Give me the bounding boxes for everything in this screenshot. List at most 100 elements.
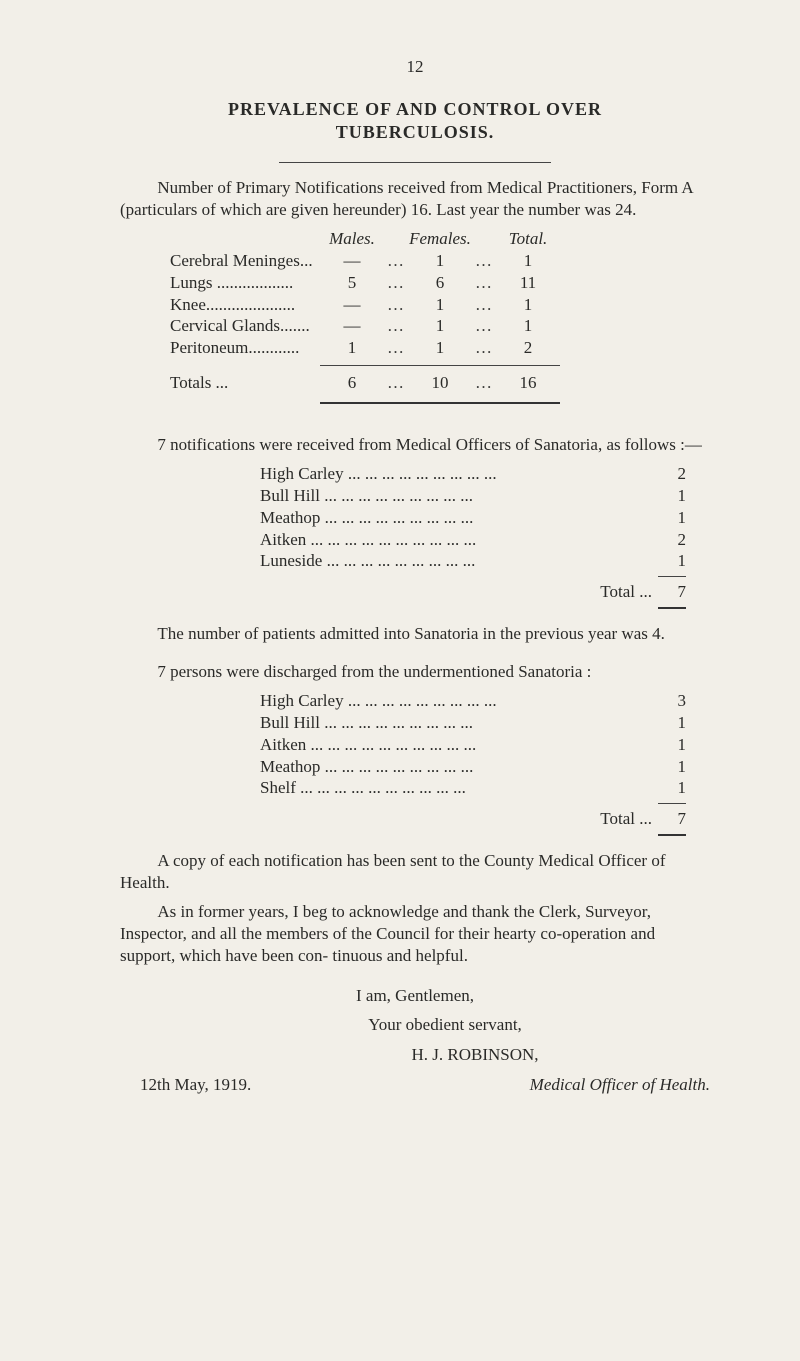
signer-name: H. J. ROBINSON, [120, 1044, 710, 1066]
discharged-list: High Carley ... ... ... ... ... ... ... … [120, 690, 710, 836]
totals-females: 10 [408, 372, 472, 394]
cell-total: 11 [496, 272, 560, 294]
table-row: Lungs .................. 5 … 6 … 11 [120, 272, 710, 294]
table-bottom-rule [120, 394, 710, 418]
discharged-intro: 7 persons were discharged from the under… [120, 661, 710, 683]
list-label: High Carley ... ... ... ... ... ... ... … [120, 463, 670, 485]
cell-total: 1 [496, 294, 560, 316]
row-label: Lungs .................. [120, 272, 320, 294]
cell-dots: … [384, 250, 408, 272]
col-total: Total. [496, 228, 560, 250]
closing-iam: I am, Gentlemen, [120, 985, 710, 1007]
cell-dots: … [472, 272, 496, 294]
sanatoria-received-block: 7 notifications were received from Medic… [120, 434, 710, 609]
list-label: Meathop ... ... ... ... ... ... ... ... … [120, 756, 670, 778]
list-rule [658, 803, 686, 804]
intro-paragraph: Number of Primary Notifications received… [120, 177, 710, 221]
list-value: 1 [670, 734, 710, 756]
list-item: Meathop ... ... ... ... ... ... ... ... … [120, 507, 710, 529]
cell-total: 1 [496, 250, 560, 272]
cell-dots: … [384, 294, 408, 316]
list-item: High Carley ... ... ... ... ... ... ... … [120, 690, 710, 712]
list-label: Meathop ... ... ... ... ... ... ... ... … [120, 507, 670, 529]
list-value: 1 [670, 712, 710, 734]
cell-males: 5 [320, 272, 384, 294]
list-label: Bull Hill ... ... ... ... ... ... ... ..… [120, 712, 670, 734]
list-item: Aitken ... ... ... ... ... ... ... ... .… [120, 734, 710, 756]
table-totals: Totals ... 6 … 10 … 16 [120, 372, 710, 394]
heading-rule [279, 162, 550, 163]
list-item: Shelf ... ... ... ... ... ... ... ... ..… [120, 777, 710, 799]
table-row: Peritoneum............ 1 … 1 … 2 [120, 337, 710, 359]
list-total: Total ... 7 [120, 808, 710, 830]
cell-total: 2 [496, 337, 560, 359]
document-page: 12 PREVALENCE OF AND CONTROL OVER TUBERC… [0, 0, 800, 1361]
table-inner-rule [120, 359, 710, 372]
list-rule [658, 576, 686, 577]
signer-role: Medical Officer of Health. [415, 1074, 710, 1096]
list-item: Bull Hill ... ... ... ... ... ... ... ..… [120, 485, 710, 507]
table-header: Males. Females. Total. [120, 228, 710, 250]
sanatoria-received-list: High Carley ... ... ... ... ... ... ... … [120, 463, 710, 609]
row-label: Knee..................... [120, 294, 320, 316]
cell-females: 1 [408, 315, 472, 337]
list-value: 1 [670, 485, 710, 507]
list-rule-heavy [658, 607, 686, 609]
heading-line-1: PREVALENCE OF AND CONTROL OVER [120, 98, 710, 121]
totals-label: Totals ... [120, 372, 320, 394]
totals-total: 16 [496, 372, 560, 394]
heading-line-2: TUBERCULOSIS. [120, 121, 710, 144]
cell-males: — [320, 294, 384, 316]
closing-obedient: Your obedient servant, [120, 1014, 710, 1036]
totals-males: 6 [320, 372, 384, 394]
list-label: Shelf ... ... ... ... ... ... ... ... ..… [120, 777, 670, 799]
cell-dots: … [384, 272, 408, 294]
patients-paragraph: The number of patients admitted into San… [120, 623, 710, 645]
list-total: Total ... 7 [120, 581, 710, 603]
table-row: Cervical Glands....... — … 1 … 1 [120, 315, 710, 337]
cell-males: — [320, 315, 384, 337]
list-label: Aitken ... ... ... ... ... ... ... ... .… [120, 734, 670, 756]
row-label: Cervical Glands....... [120, 315, 320, 337]
cell-dots: … [472, 315, 496, 337]
list-value: 1 [670, 777, 710, 799]
cell-males: 1 [320, 337, 384, 359]
list-item: Meathop ... ... ... ... ... ... ... ... … [120, 756, 710, 778]
list-value: 1 [670, 507, 710, 529]
cell-females: 1 [408, 337, 472, 359]
list-label: Bull Hill ... ... ... ... ... ... ... ..… [120, 485, 670, 507]
list-value: 3 [670, 690, 710, 712]
cell-dots: … [472, 294, 496, 316]
acknowledgement-paragraph: As in former years, I beg to acknowledge… [120, 901, 710, 966]
notifications-table: Males. Females. Total. Cerebral Meninges… [120, 228, 710, 417]
cell-females: 1 [408, 294, 472, 316]
report-date: 12th May, 1919. [120, 1074, 415, 1096]
cell-dots: … [472, 250, 496, 272]
cell-males: — [320, 250, 384, 272]
col-females: Females. [408, 228, 472, 250]
cell-dots: … [384, 372, 408, 394]
total-label: Total ... [120, 581, 670, 603]
list-value: 1 [670, 756, 710, 778]
cell-females: 6 [408, 272, 472, 294]
discharged-block: 7 persons were discharged from the under… [120, 661, 710, 836]
col-males: Males. [320, 228, 384, 250]
signature-block: I am, Gentlemen, Your obedient servant, … [120, 985, 710, 1096]
list-value: 2 [670, 463, 710, 485]
cell-females: 1 [408, 250, 472, 272]
list-item: Aitken ... ... ... ... ... ... ... ... .… [120, 529, 710, 551]
list-value: 2 [670, 529, 710, 551]
table-row: Knee..................... — … 1 … 1 [120, 294, 710, 316]
page-number: 12 [120, 56, 710, 78]
cell-total: 1 [496, 315, 560, 337]
list-item: Bull Hill ... ... ... ... ... ... ... ..… [120, 712, 710, 734]
copy-paragraph: A copy of each notification has been sen… [120, 850, 710, 894]
cell-dots: … [384, 337, 408, 359]
date-role-line: 12th May, 1919. Medical Officer of Healt… [120, 1074, 710, 1096]
cell-dots: … [472, 372, 496, 394]
list-item: Luneside ... ... ... ... ... ... ... ...… [120, 550, 710, 572]
table-row: Cerebral Meninges... — … 1 … 1 [120, 250, 710, 272]
list-label: High Carley ... ... ... ... ... ... ... … [120, 690, 670, 712]
list-item: High Carley ... ... ... ... ... ... ... … [120, 463, 710, 485]
list-label: Luneside ... ... ... ... ... ... ... ...… [120, 550, 670, 572]
